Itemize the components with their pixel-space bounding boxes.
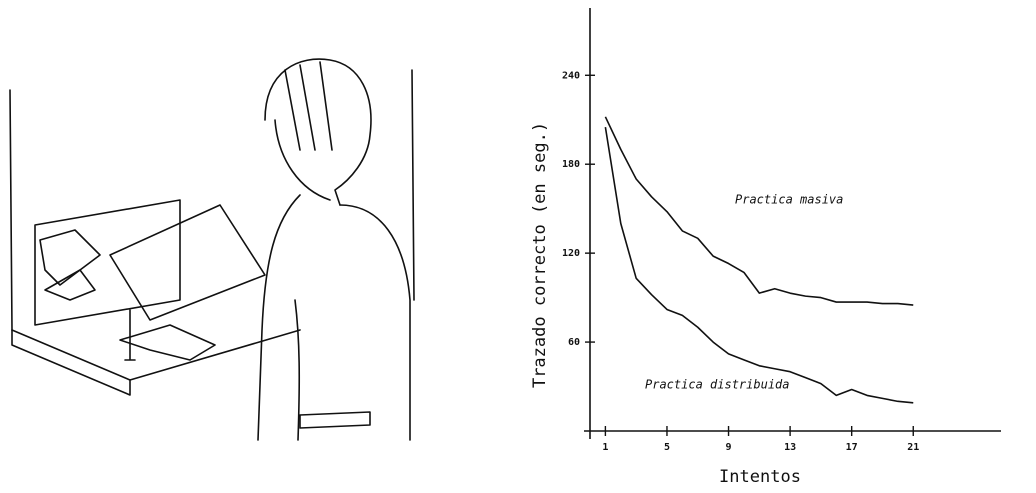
- series-label: Practica distribuida: [645, 378, 790, 392]
- x-tick-label: 9: [726, 442, 732, 453]
- y-tick-label: 180: [562, 159, 580, 170]
- figure: Trazado correcto (en seg.) Intentos 6012…: [0, 0, 1036, 493]
- y-axis-label: Trazado correcto (en seg.): [530, 122, 550, 388]
- illustration: [10, 59, 414, 440]
- chart: Trazado correcto (en seg.) Intentos 6012…: [530, 8, 1001, 487]
- series-line: [605, 117, 913, 305]
- x-tick-label: 13: [784, 442, 796, 453]
- series-label: Practica masiva: [735, 193, 843, 207]
- y-tick-label: 240: [562, 70, 580, 81]
- x-tick-label: 1: [602, 442, 608, 453]
- x-tick-label: 21: [907, 442, 919, 453]
- y-tick-label: 120: [562, 248, 580, 259]
- series-line: [605, 127, 913, 403]
- y-tick-label: 60: [568, 337, 580, 348]
- x-tick-label: 5: [664, 442, 670, 453]
- x-axis-label: Intentos: [719, 467, 801, 487]
- x-tick-label: 17: [846, 442, 858, 453]
